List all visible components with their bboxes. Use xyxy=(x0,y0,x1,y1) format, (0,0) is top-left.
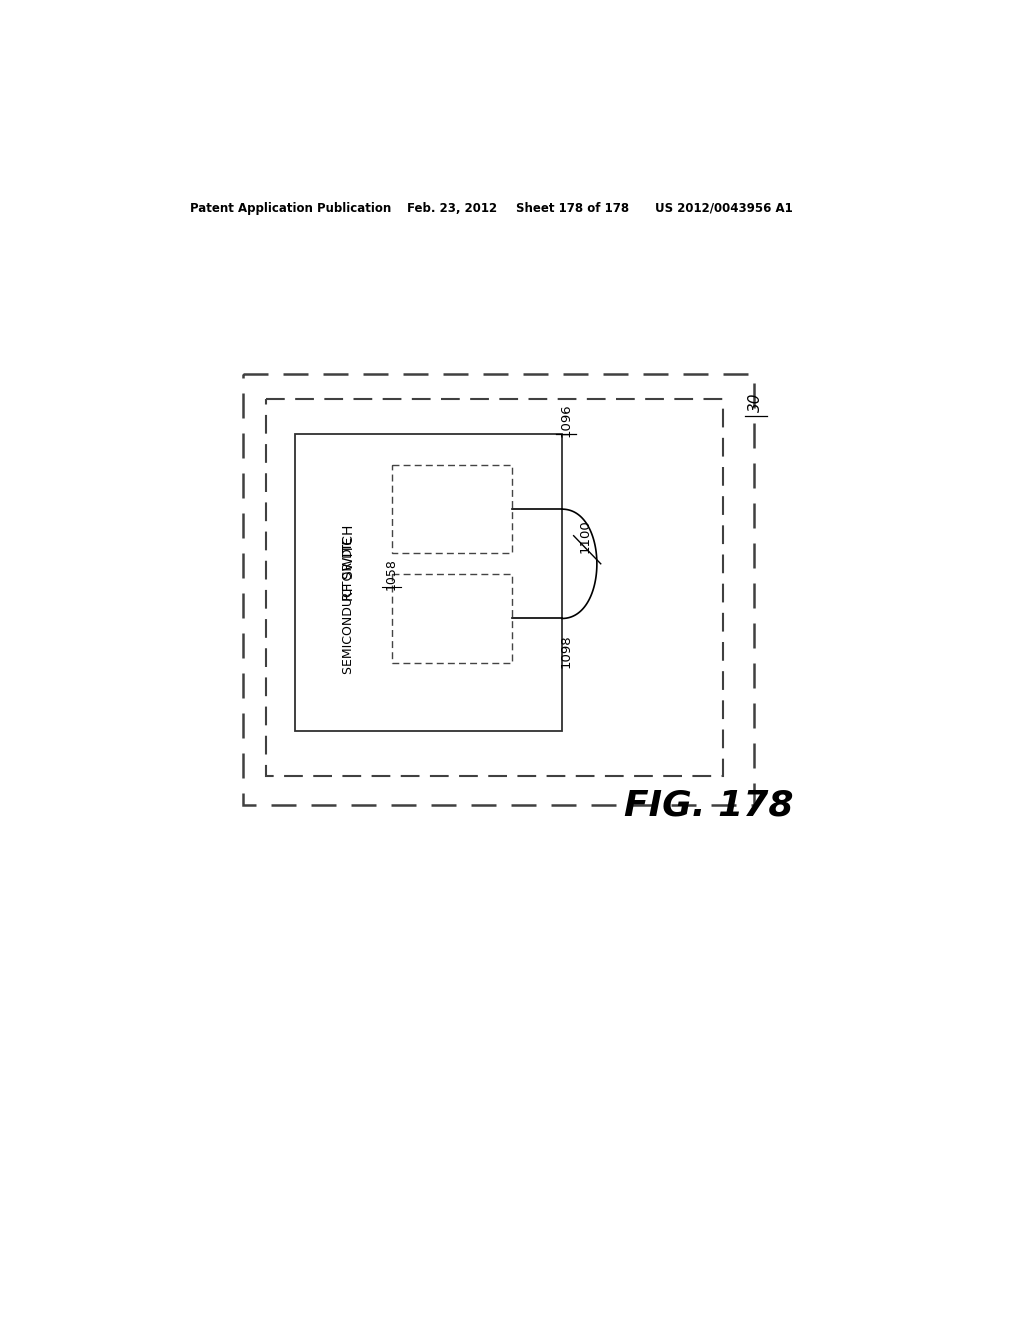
Text: US 2012/0043956 A1: US 2012/0043956 A1 xyxy=(655,202,793,215)
Bar xyxy=(243,374,755,805)
Text: SEMICONDUCTOR DIE: SEMICONDUCTOR DIE xyxy=(342,537,355,675)
Bar xyxy=(266,399,723,776)
Bar xyxy=(295,434,562,730)
Text: 1058: 1058 xyxy=(385,558,398,590)
Text: Sheet 178 of 178: Sheet 178 of 178 xyxy=(515,202,629,215)
Text: 1098: 1098 xyxy=(559,635,572,668)
Text: FIG. 178: FIG. 178 xyxy=(625,788,794,822)
Text: 30: 30 xyxy=(749,393,763,412)
Text: Patent Application Publication: Patent Application Publication xyxy=(190,202,391,215)
Bar xyxy=(391,465,512,553)
Text: 1100: 1100 xyxy=(579,519,592,553)
Text: Feb. 23, 2012: Feb. 23, 2012 xyxy=(407,202,497,215)
Bar xyxy=(391,574,512,663)
Text: 1096: 1096 xyxy=(559,404,572,437)
Text: RF SWITCH: RF SWITCH xyxy=(342,525,356,601)
